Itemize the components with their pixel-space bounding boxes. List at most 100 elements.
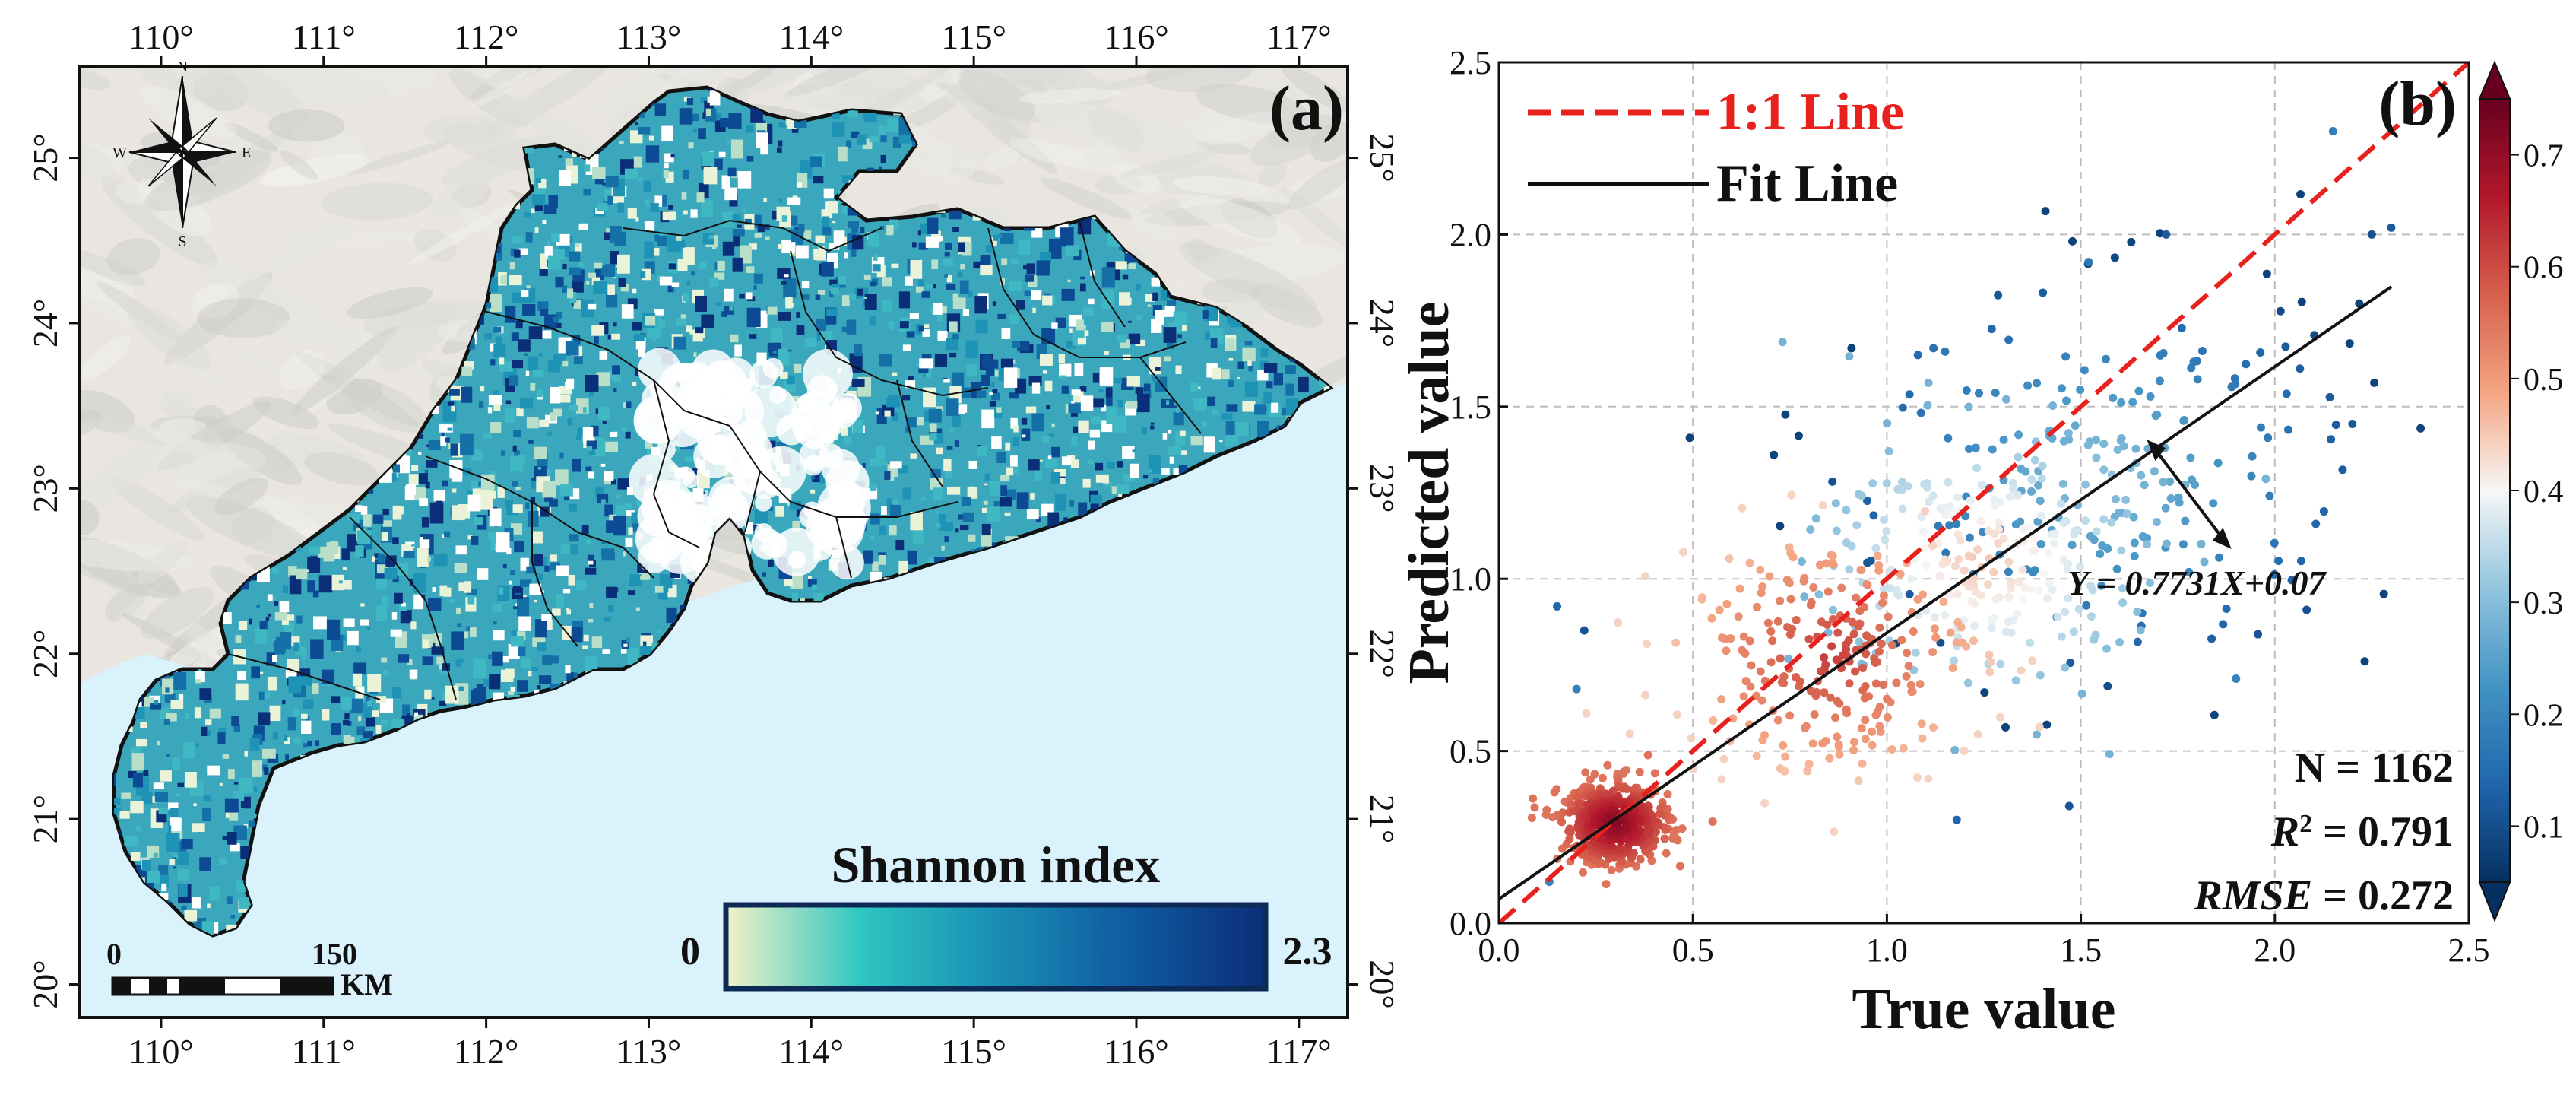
hillshade-patch	[200, 260, 322, 323]
map-pixel	[832, 284, 841, 291]
map-pixel	[1067, 279, 1071, 283]
map-pixel	[147, 870, 160, 883]
map-pixel	[932, 487, 943, 500]
map-pixel	[743, 208, 746, 213]
map-pixel	[562, 264, 567, 270]
map-pixel	[945, 470, 952, 478]
map-pixel	[173, 866, 177, 869]
map-pixel	[407, 659, 413, 665]
map-pixel	[487, 407, 493, 414]
map-pixel	[668, 588, 675, 595]
hillshade-patch	[957, 67, 1064, 86]
map-pixel	[135, 697, 148, 706]
map-pixel	[566, 672, 575, 684]
map-pixel	[640, 643, 654, 655]
map-pixel	[1150, 422, 1155, 425]
map-pixel	[633, 334, 645, 341]
map-pixel	[331, 696, 341, 703]
map-pixel	[219, 782, 223, 786]
hillshade-patch	[130, 67, 179, 90]
map-pixel	[343, 719, 350, 726]
map-pixel	[556, 565, 569, 576]
map-pixel	[1080, 276, 1085, 280]
map-pixel	[166, 754, 170, 757]
map-pixel	[493, 344, 506, 358]
map-pixel	[510, 456, 524, 472]
map-pixel	[114, 805, 115, 811]
map-pixel	[1221, 369, 1230, 379]
map-pixel	[892, 499, 899, 504]
map-pixel	[925, 284, 933, 289]
map-pixel	[1107, 462, 1115, 469]
map-pixel	[582, 427, 594, 443]
map-pixel	[939, 513, 946, 522]
map-pixel	[417, 547, 429, 567]
map-pixel	[1021, 428, 1031, 441]
map-pixel	[555, 594, 565, 608]
map-pixel	[527, 356, 539, 371]
map-pixel	[176, 852, 189, 865]
map-pixel	[255, 627, 268, 644]
map-pixel	[1180, 450, 1187, 455]
map-pixel	[153, 782, 165, 789]
map-pixel	[595, 487, 605, 499]
map-pixel	[502, 563, 507, 569]
map-pixel	[657, 630, 661, 633]
map-pixel	[896, 465, 908, 474]
hillshade-patch	[214, 478, 268, 516]
map-pixel	[582, 645, 588, 649]
map-pixel	[344, 713, 350, 719]
map-pixel	[177, 869, 190, 881]
map-pixel	[366, 697, 371, 703]
map-pixel	[617, 478, 629, 490]
map-pixel	[987, 506, 1001, 522]
map-pixel	[157, 893, 169, 900]
map-pixel	[713, 112, 721, 124]
map-pixel	[562, 625, 574, 640]
map-pixel	[1080, 395, 1094, 411]
map-pixel	[515, 320, 523, 329]
map-pixel	[526, 285, 531, 289]
map-pixel	[1237, 361, 1244, 370]
map-pixel	[154, 792, 168, 802]
map-pixel	[1069, 500, 1074, 507]
map-pixel	[206, 730, 211, 737]
map-pixel	[657, 235, 668, 246]
map-pixel	[1095, 474, 1109, 483]
hillshade-patch	[109, 476, 205, 541]
map-pixel	[778, 243, 784, 249]
map-pixel	[991, 392, 1000, 401]
map-pixel	[488, 395, 502, 405]
map-pixel	[974, 296, 987, 314]
map-pixel	[569, 267, 581, 276]
map-pixel	[1128, 333, 1141, 344]
map-pixel	[992, 301, 997, 306]
map-pixel	[526, 417, 539, 429]
map-pixel	[153, 700, 159, 705]
map-pixel	[173, 671, 187, 690]
map-pixel	[878, 125, 887, 135]
map-pixel	[312, 683, 319, 694]
map-pixel	[658, 195, 667, 207]
map-pixel	[737, 171, 752, 189]
map-pixel	[310, 639, 324, 659]
map-pixel	[1219, 440, 1223, 443]
map-pixel	[1016, 492, 1029, 509]
map-pixel	[644, 221, 655, 231]
map-pixel	[315, 740, 320, 746]
map-pixel	[727, 140, 731, 145]
map-pixel	[1099, 367, 1114, 386]
map-pixel	[603, 616, 611, 622]
map-pixel	[519, 398, 534, 409]
map-pixel	[1104, 481, 1113, 487]
map-pixel	[778, 198, 782, 203]
map-pixel	[705, 490, 708, 496]
map-pixel	[1152, 292, 1158, 301]
map-pixel	[181, 838, 193, 850]
hillshade-patch	[1179, 242, 1317, 313]
map-pixel	[943, 459, 952, 471]
map-pixel	[952, 414, 961, 427]
map-pixel	[921, 354, 932, 363]
map-pixel	[254, 814, 258, 819]
map-pixel	[572, 459, 581, 472]
